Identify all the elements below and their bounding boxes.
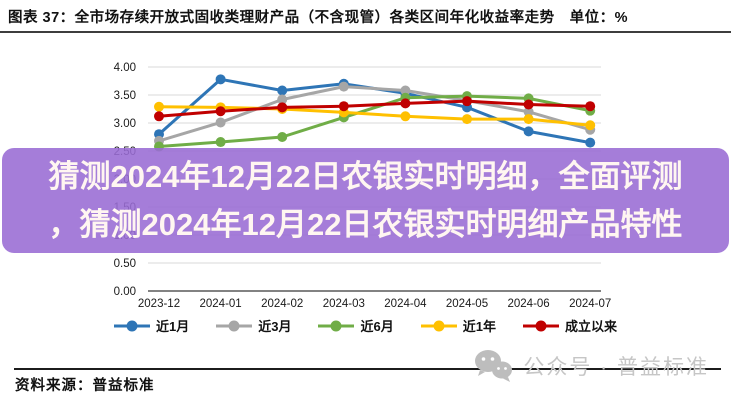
footer-divider — [14, 368, 721, 370]
y-tick-label: 0.50 — [114, 258, 136, 270]
data-point — [400, 85, 411, 96]
overlay-text-line1: 猜测2024年12月22日农银实时明细，全面评测 — [48, 158, 683, 194]
data-point — [523, 106, 534, 117]
wechat-icon — [475, 350, 513, 382]
x-tick-label: 2024-05 — [446, 298, 488, 310]
x-tick-label: 2024-01 — [199, 298, 241, 310]
legend-marker — [114, 320, 151, 331]
legend-marker — [216, 320, 253, 331]
y-tick-label: 0.00 — [114, 286, 136, 298]
data-point — [154, 111, 164, 122]
data-point — [338, 81, 349, 92]
data-point — [154, 101, 164, 112]
legend-marker — [420, 320, 457, 331]
data-point — [215, 74, 226, 85]
y-tick-label: 4.00 — [114, 62, 136, 74]
series-line-近6月 — [157, 94, 592, 149]
x-tick-label: 2024-04 — [384, 298, 427, 310]
data-point — [523, 114, 534, 125]
data-point — [215, 117, 226, 128]
legend-item-近6月: 近6月 — [318, 316, 394, 335]
data-point — [585, 137, 596, 148]
data-point — [400, 111, 411, 122]
overlay-banner: 猜测2024年12月22日农银实时明细，全面评测 ，猜测2024年12月22日农… — [2, 148, 729, 253]
data-point — [215, 106, 226, 117]
legend-marker — [318, 320, 355, 331]
watermark: 公众号 · 普益标准 — [472, 349, 709, 383]
data-point — [585, 101, 596, 112]
x-tick-label: 2024-02 — [261, 298, 303, 310]
data-point — [277, 132, 288, 142]
data-point — [462, 114, 472, 125]
chart-title: 图表 37：全市场存续开放式固收类理财产品（不含现管）各类区间年化收益率走势 单… — [8, 10, 629, 26]
data-point — [277, 102, 288, 113]
series-line-近1年 — [157, 105, 592, 127]
data-point — [462, 96, 472, 107]
legend-label: 成立以来 — [564, 319, 617, 334]
legend-label: 近3月 — [258, 319, 292, 334]
legend-item-近1月: 近1月 — [114, 316, 189, 335]
legend-label: 近1月 — [156, 319, 190, 334]
x-tick-label: 2024-06 — [507, 298, 549, 310]
watermark-text: 公众号 · 普益标准 — [523, 356, 709, 379]
data-point — [400, 98, 411, 109]
series-line-成立以来 — [157, 99, 592, 118]
legend-marker — [522, 320, 559, 331]
y-tick-label: 3.50 — [114, 90, 136, 102]
legend-label: 近1年 — [462, 319, 496, 334]
y-tick-label: 3.00 — [114, 118, 136, 130]
series-line-近3月 — [157, 85, 592, 143]
data-point — [338, 101, 349, 112]
chart-legend: 近1月 近3月 近6月 近1年 成立以来 — [0, 316, 731, 335]
x-tick-label: 2023-12 — [138, 298, 180, 310]
legend-item-近1年: 近1年 — [420, 316, 496, 335]
data-point — [277, 94, 288, 105]
data-point — [215, 137, 226, 148]
x-tick-label: 2024-03 — [323, 298, 365, 310]
data-point — [523, 126, 534, 137]
legend-label: 近6月 — [360, 319, 394, 334]
source-note: 资料来源：普益标准 — [15, 378, 155, 394]
x-tick-label: 2024-07 — [569, 298, 611, 310]
legend-item-成立以来: 成立以来 — [522, 316, 617, 335]
legend-item-近3月: 近3月 — [216, 316, 291, 335]
data-point — [523, 99, 534, 110]
title-divider — [0, 31, 731, 33]
overlay-text-line2: ，猜测2024年12月22日农银实时明细产品特性 — [48, 206, 683, 242]
data-point — [277, 85, 288, 96]
data-point — [585, 120, 596, 131]
